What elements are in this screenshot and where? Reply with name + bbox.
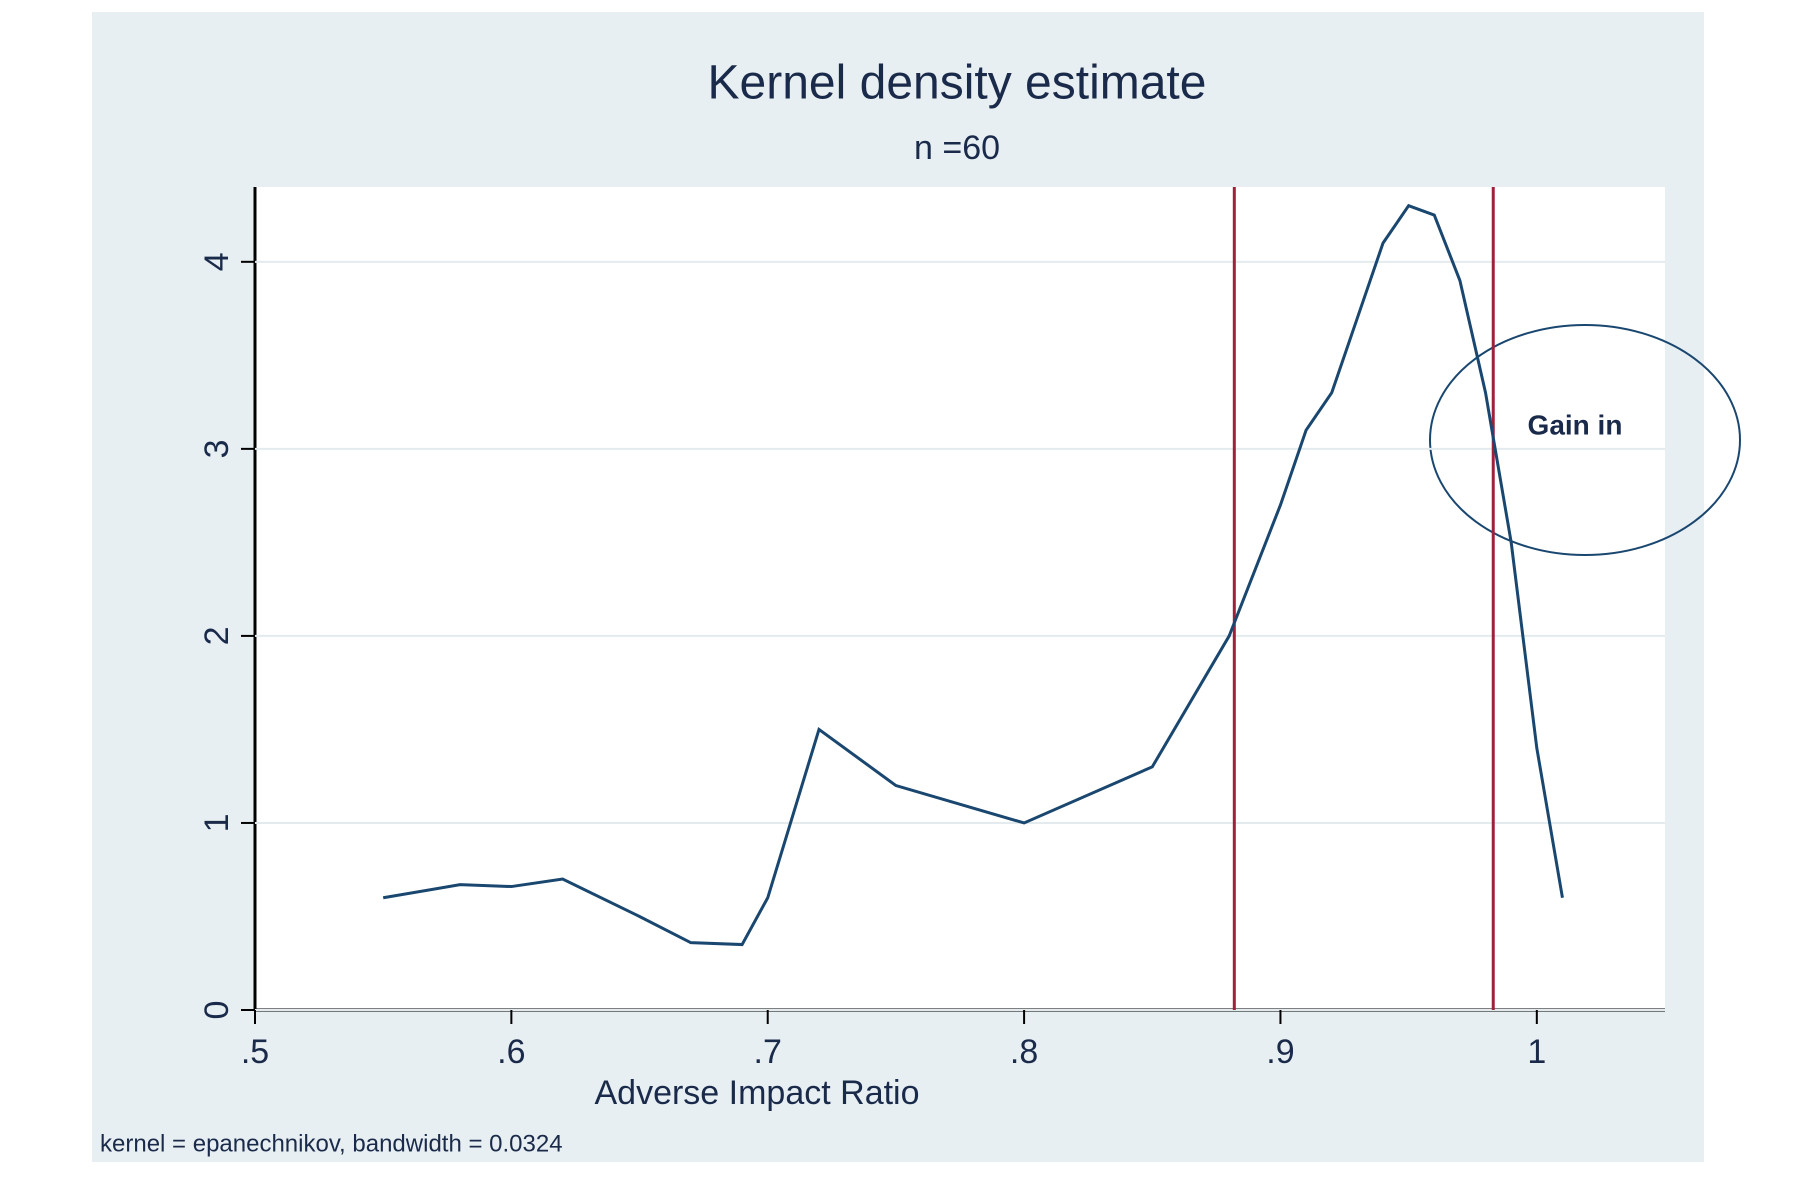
chart-subtitle: n =60 <box>914 129 1000 167</box>
y-tick-label: 0 <box>198 1001 236 1020</box>
plot-area <box>255 187 1665 1010</box>
note: kernel = epanechnikov, bandwidth = 0.032… <box>100 1130 563 1157</box>
x-tick-label: 1 <box>1527 1033 1546 1071</box>
chart-title: Kernel density estimate <box>708 57 1207 110</box>
y-tick-label: 4 <box>198 252 236 271</box>
x-tick-label: .9 <box>1266 1033 1294 1071</box>
x-tick-label: .7 <box>754 1033 782 1071</box>
y-tick-label: 2 <box>198 626 236 645</box>
annotation: Gain in <box>1528 409 1623 440</box>
x-tick-label: .6 <box>497 1033 525 1071</box>
y-tick-label: 3 <box>198 439 236 458</box>
x-axis-label: Adverse Impact Ratio <box>594 1074 919 1112</box>
x-tick-label: .5 <box>241 1033 269 1071</box>
x-tick-label: .8 <box>1010 1033 1038 1071</box>
chart: Kernel density estimate n =60 Adverse Im… <box>0 0 1797 1177</box>
y-tick-label: 1 <box>198 813 236 832</box>
page: Kernel density estimate n =60 Adverse Im… <box>0 0 1797 1177</box>
